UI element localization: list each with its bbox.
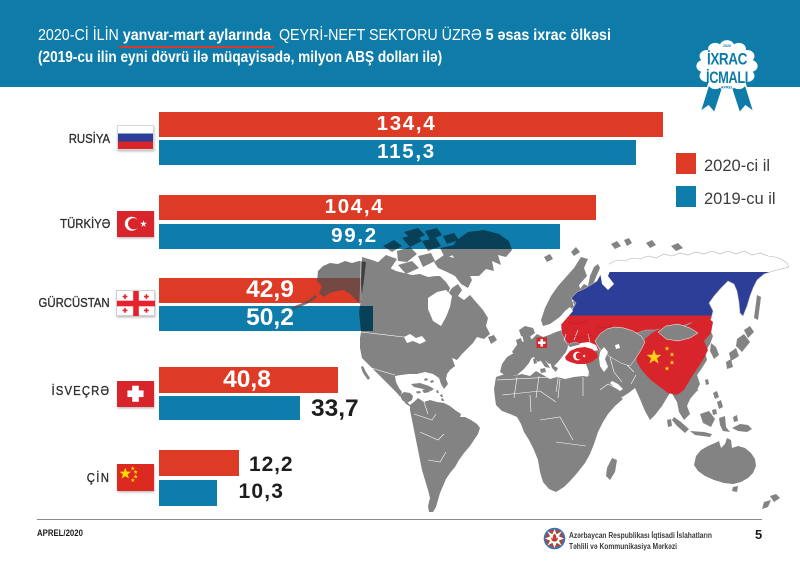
svg-text:2020: 2020 [723,44,731,48]
svg-text:İCMALI: İCMALI [706,69,748,88]
svg-text:APREL: APREL [721,85,734,89]
svg-text:İXRAC: İXRAC [707,50,748,69]
